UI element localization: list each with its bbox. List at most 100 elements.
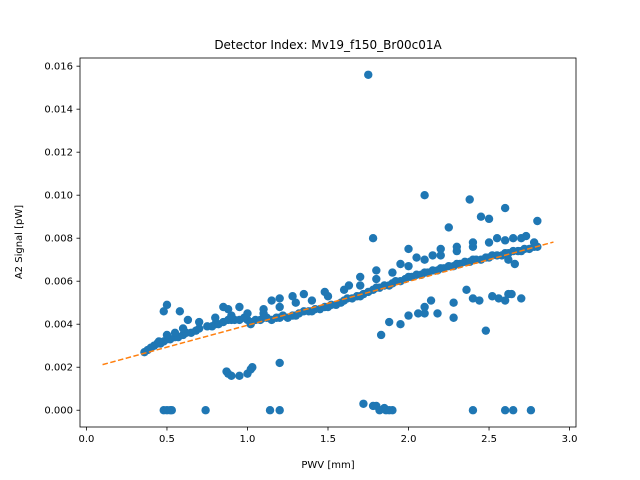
data-point [396, 259, 405, 269]
data-point [420, 302, 429, 312]
data-point [468, 238, 478, 247]
data-point [259, 309, 268, 318]
data-point [175, 307, 185, 316]
data-point [375, 406, 384, 415]
data-point [183, 315, 193, 325]
data-point [449, 298, 458, 307]
y-axis-label: A2 Signal [pW] [14, 205, 25, 279]
x-tick-label: 0.0 [78, 434, 94, 445]
data-point [475, 296, 484, 305]
data-point [404, 244, 413, 254]
plot-area [102, 70, 554, 415]
y-tick-label: 0.008 [44, 234, 73, 245]
data-point [299, 289, 309, 299]
data-point [436, 244, 445, 254]
data-point [211, 313, 220, 322]
data-point [344, 281, 354, 290]
data-point [167, 406, 176, 415]
data-point [178, 324, 188, 333]
data-point [508, 406, 518, 415]
data-point [235, 302, 244, 312]
fit-line [102, 241, 554, 366]
data-point [526, 406, 536, 415]
data-point [359, 399, 368, 408]
data-point [194, 324, 204, 333]
x-tick-label: 0.5 [159, 434, 175, 445]
data-point [504, 255, 513, 264]
data-point [201, 406, 210, 415]
data-point [449, 313, 458, 322]
data-point [384, 406, 394, 415]
data-point [488, 292, 497, 301]
data-point [492, 234, 502, 243]
data-point [500, 406, 510, 415]
data-point [146, 343, 156, 353]
data-point [521, 231, 531, 241]
data-point [484, 238, 494, 247]
x-axis: 0.0 0.5 1.0 1.5 2.0 2.5 3.0 [78, 427, 578, 445]
data-point [428, 251, 437, 260]
data-point [468, 294, 478, 303]
data-point [420, 190, 429, 200]
data-point [476, 212, 486, 221]
data-point [372, 266, 381, 275]
x-tick-label: 2.5 [481, 434, 497, 445]
x-tick-label: 2.0 [401, 434, 417, 445]
data-point [159, 307, 168, 316]
data-point [507, 289, 516, 299]
data-point [267, 296, 276, 305]
data-point [194, 317, 204, 327]
data-point [384, 317, 394, 327]
data-point [517, 294, 526, 303]
data-point [376, 330, 386, 340]
y-tick-label: 0.014 [44, 105, 73, 116]
data-point [444, 223, 453, 232]
data-point [433, 309, 442, 318]
data-point [452, 242, 462, 251]
data-point [372, 274, 381, 284]
data-point [388, 268, 397, 277]
data-point [288, 292, 297, 301]
data-point [436, 251, 445, 260]
data-point [420, 255, 429, 264]
data-point [413, 309, 423, 318]
data-point [510, 259, 520, 269]
data-point [154, 337, 164, 346]
data-point [404, 311, 413, 320]
data-point [223, 304, 233, 314]
x-tick-label: 1.5 [320, 434, 336, 445]
data-point [275, 358, 284, 368]
data-point [227, 311, 236, 320]
data-point [500, 203, 510, 213]
x-tick-label: 1.0 [240, 434, 256, 445]
data-point [508, 234, 518, 243]
data-point [291, 298, 300, 307]
data-point [162, 330, 172, 340]
data-point [227, 371, 236, 381]
x-tick-label: 3.0 [562, 434, 578, 445]
data-point [243, 309, 252, 318]
y-tick-label: 0.002 [44, 363, 73, 374]
x-axis-label: PWV [mm] [301, 460, 354, 471]
data-point [356, 272, 365, 282]
data-point [468, 406, 478, 415]
y-tick-label: 0.016 [44, 62, 73, 73]
data-point [420, 309, 429, 318]
y-tick-label: 0.012 [44, 148, 73, 159]
data-point [275, 302, 284, 312]
data-point [500, 236, 510, 245]
data-point [265, 406, 275, 415]
data-point [533, 216, 542, 226]
data-point [307, 296, 317, 305]
data-point [368, 401, 378, 411]
data-point [275, 406, 284, 415]
y-tick-label: 0.010 [44, 191, 73, 202]
data-point [404, 261, 413, 271]
data-point [462, 285, 471, 295]
y-tick-label: 0.004 [44, 320, 73, 331]
data-point [412, 253, 421, 262]
data-point [364, 70, 373, 79]
data-point [481, 326, 491, 335]
data-point [465, 195, 474, 204]
